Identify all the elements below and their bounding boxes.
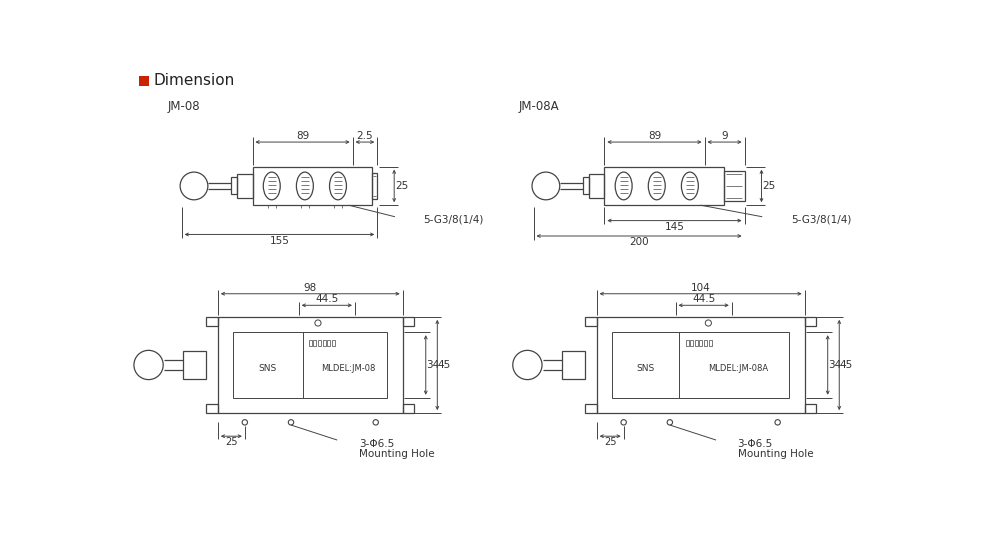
- Text: JM-08A: JM-08A: [519, 100, 559, 113]
- Text: 25: 25: [396, 181, 408, 191]
- Text: 34: 34: [828, 360, 841, 370]
- Text: 44.5: 44.5: [692, 294, 715, 304]
- Bar: [402, 317, 414, 326]
- Bar: [589, 174, 604, 198]
- Bar: [585, 317, 596, 326]
- Bar: [585, 404, 596, 413]
- Bar: [309, 340, 312, 346]
- Bar: [323, 340, 326, 346]
- Bar: [724, 170, 745, 201]
- Bar: [805, 404, 816, 413]
- Bar: [207, 404, 217, 413]
- Text: 3-Φ6.5: 3-Φ6.5: [738, 439, 772, 449]
- Bar: [313, 340, 317, 346]
- Bar: [318, 340, 321, 346]
- Text: 5-G3/8(1/4): 5-G3/8(1/4): [791, 214, 851, 224]
- Bar: [233, 332, 388, 398]
- Text: 25: 25: [604, 437, 616, 447]
- Text: JM-08: JM-08: [168, 100, 201, 113]
- Bar: [708, 340, 711, 346]
- Bar: [328, 340, 331, 346]
- Bar: [704, 340, 707, 346]
- Bar: [695, 340, 698, 346]
- Text: 89: 89: [296, 131, 309, 141]
- Text: MLDEL:JM-08: MLDEL:JM-08: [322, 364, 376, 374]
- Bar: [700, 340, 703, 346]
- Bar: [253, 166, 372, 205]
- Bar: [596, 317, 805, 413]
- Text: MLDEL:JM-08A: MLDEL:JM-08A: [708, 364, 769, 374]
- Text: 145: 145: [664, 222, 685, 232]
- Bar: [207, 317, 217, 326]
- Bar: [372, 173, 377, 199]
- Text: 155: 155: [270, 236, 289, 246]
- Text: 45: 45: [438, 360, 451, 370]
- Text: 9: 9: [721, 131, 728, 141]
- Text: 104: 104: [691, 282, 710, 292]
- Bar: [140, 76, 150, 86]
- Text: 2.5: 2.5: [356, 131, 373, 141]
- Text: 98: 98: [304, 282, 317, 292]
- Bar: [805, 317, 816, 326]
- Bar: [231, 178, 237, 194]
- Text: 5-G3/8(1/4): 5-G3/8(1/4): [423, 214, 484, 224]
- Bar: [612, 332, 789, 398]
- Bar: [562, 351, 585, 379]
- Text: 200: 200: [629, 237, 648, 247]
- Bar: [690, 340, 694, 346]
- Text: 89: 89: [647, 131, 661, 141]
- Bar: [402, 404, 414, 413]
- Bar: [686, 340, 689, 346]
- Bar: [583, 178, 589, 194]
- Text: 3-Φ6.5: 3-Φ6.5: [359, 439, 394, 449]
- Text: 44.5: 44.5: [315, 294, 338, 304]
- Bar: [183, 351, 207, 379]
- Text: 45: 45: [839, 360, 853, 370]
- Bar: [217, 317, 402, 413]
- Text: SNS: SNS: [637, 364, 655, 374]
- Text: 25: 25: [225, 437, 237, 447]
- Text: SNS: SNS: [259, 364, 277, 374]
- Text: 34: 34: [426, 360, 439, 370]
- Bar: [332, 340, 335, 346]
- Text: Mounting Hole: Mounting Hole: [359, 449, 434, 459]
- Text: Dimension: Dimension: [154, 73, 235, 88]
- Bar: [237, 174, 253, 198]
- Text: Mounting Hole: Mounting Hole: [738, 449, 813, 459]
- Bar: [604, 166, 724, 205]
- Text: 25: 25: [763, 181, 775, 191]
